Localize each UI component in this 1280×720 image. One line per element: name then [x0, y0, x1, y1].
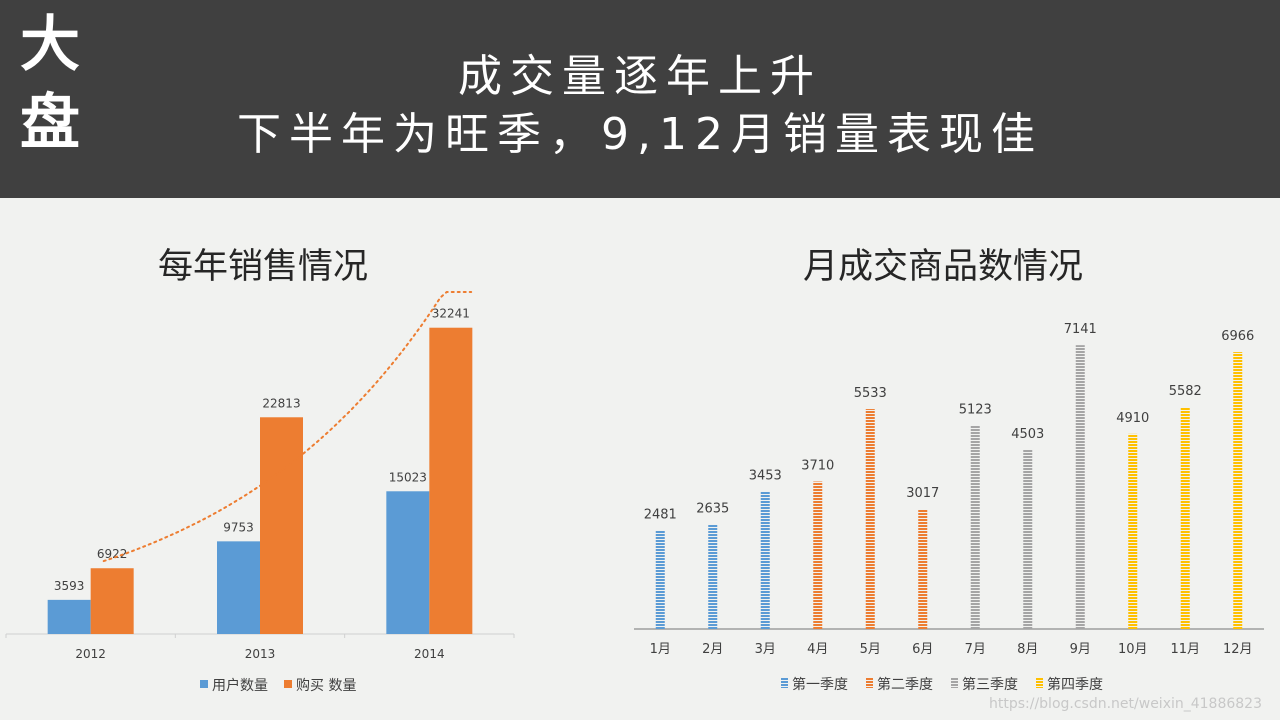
monthly-legend-label: 第二季度: [877, 676, 933, 693]
header-banner: 大盘 成交量逐年上升 下半年为旺季，9,12月销量表现佳: [0, 0, 1280, 198]
monthly-bar: [1075, 345, 1085, 629]
monthly-legend-swatch: [866, 678, 873, 688]
monthly-bar: [1233, 352, 1243, 629]
yearly-bar-label: 9753: [223, 520, 254, 534]
monthly-bar-label: 5123: [959, 402, 992, 417]
yearly-bar-label: 15023: [389, 470, 427, 484]
headline-line-2: 下半年为旺季，9,12月销量表现佳: [237, 109, 1043, 160]
monthly-bar-label: 7141: [1064, 322, 1097, 337]
monthly-bar-label: 4503: [1011, 427, 1044, 442]
monthly-x-tick-label: 11月: [1170, 642, 1200, 657]
yearly-bar-label: 22813: [262, 396, 300, 410]
yearly-trendline: [102, 291, 473, 563]
monthly-x-tick-label: 4月: [807, 642, 828, 657]
watermark: https://blog.csdn.net/weixin_41886823: [988, 696, 1262, 712]
yearly-bar: [386, 491, 430, 634]
monthly-bar-label: 3710: [801, 459, 834, 474]
monthly-x-tick-label: 12月: [1223, 642, 1253, 657]
monthly-bar-label: 3017: [906, 486, 939, 501]
yearly-x-tick-label: 2014: [414, 647, 445, 661]
yearly-bar-label: 32241: [432, 307, 470, 321]
monthly-x-tick-label: 10月: [1118, 642, 1148, 657]
monthly-bar-label: 5582: [1169, 384, 1202, 399]
monthly-bar-label: 6966: [1221, 329, 1254, 344]
side-title: 大盘: [20, 10, 80, 158]
yearly-bar: [429, 327, 473, 634]
yearly-bar-label: 6922: [97, 547, 128, 561]
monthly-legend-swatch: [951, 678, 958, 688]
yearly-bar-label: 3593: [54, 579, 85, 593]
headline-line-1: 成交量逐年上升: [458, 51, 822, 102]
monthly-x-tick-label: 1月: [650, 642, 671, 657]
monthly-x-tick-label: 7月: [965, 642, 986, 657]
monthly-bar-label: 5533: [854, 386, 887, 401]
monthly-bar-label: 3453: [749, 469, 782, 484]
yearly-legend-swatch: [284, 680, 292, 688]
monthly-bar: [1128, 433, 1138, 629]
yearly-legend-label: 购买 数量: [296, 678, 356, 694]
yearly-legend-label: 用户数量: [212, 677, 268, 694]
yearly-x-tick-label: 2013: [245, 647, 276, 661]
monthly-x-tick-label: 2月: [702, 642, 723, 657]
monthly-bar-label: 2481: [644, 507, 677, 522]
monthly-chart-title: 月成交商品数情况: [803, 247, 1084, 287]
monthly-bar: [708, 524, 718, 629]
yearly-bar: [90, 568, 134, 634]
yearly-chart-title: 每年销售情况: [158, 247, 369, 287]
monthly-bar: [918, 509, 928, 629]
monthly-x-tick-label: 3月: [755, 642, 776, 657]
monthly-legend-swatch: [781, 678, 788, 688]
monthly-bar: [655, 530, 665, 629]
monthly-bar: [1180, 407, 1190, 629]
monthly-x-tick-label: 8月: [1017, 642, 1038, 657]
yearly-legend-swatch: [200, 680, 208, 688]
yearly-bar: [217, 541, 260, 634]
monthly-x-tick-label: 5月: [860, 642, 881, 657]
monthly-legend-swatch: [1036, 678, 1043, 688]
monthly-bar-label: 2635: [696, 501, 729, 516]
yearly-bar: [260, 417, 303, 634]
monthly-bar: [865, 409, 875, 629]
monthly-legend-label: 第三季度: [962, 676, 1018, 693]
monthly-legend-label: 第一季度: [792, 676, 848, 693]
monthly-bar: [970, 425, 980, 629]
yearly-bar: [47, 599, 91, 634]
monthly-bar: [1023, 450, 1033, 629]
monthly-legend-label: 第四季度: [1047, 676, 1103, 693]
monthly-x-tick-label: 9月: [1070, 642, 1091, 657]
monthly-bar: [813, 481, 823, 629]
monthly-bar-label: 4910: [1116, 411, 1149, 426]
monthly-bar: [760, 491, 770, 629]
monthly-x-tick-label: 6月: [912, 642, 933, 657]
yearly-x-tick-label: 2012: [75, 647, 106, 661]
